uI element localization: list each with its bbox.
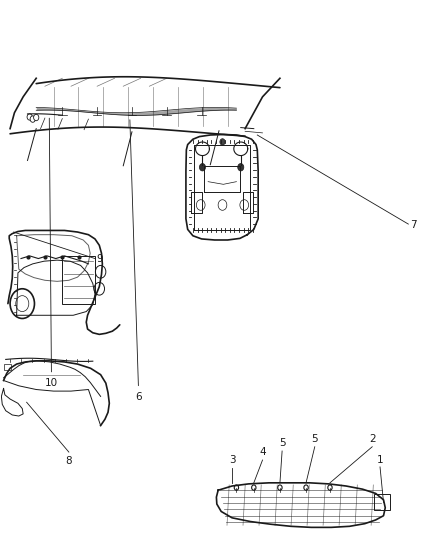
Bar [4, 364, 11, 370]
Text: 1: 1 [377, 455, 383, 465]
Text: 2: 2 [369, 434, 375, 444]
Text: 8: 8 [66, 456, 72, 466]
Text: 10: 10 [45, 378, 58, 388]
Text: 7: 7 [410, 220, 416, 230]
Text: 5: 5 [311, 434, 318, 444]
Circle shape [238, 164, 244, 171]
Circle shape [34, 114, 39, 120]
Text: 3: 3 [229, 455, 235, 465]
Text: 5: 5 [279, 438, 286, 448]
Bar [62, 256, 95, 304]
Text: 6: 6 [135, 392, 142, 402]
Circle shape [220, 139, 225, 145]
Bar [374, 495, 390, 511]
Circle shape [27, 114, 32, 120]
Text: 9: 9 [96, 254, 103, 264]
Circle shape [199, 164, 205, 171]
Circle shape [30, 116, 35, 122]
Text: 4: 4 [259, 447, 266, 457]
